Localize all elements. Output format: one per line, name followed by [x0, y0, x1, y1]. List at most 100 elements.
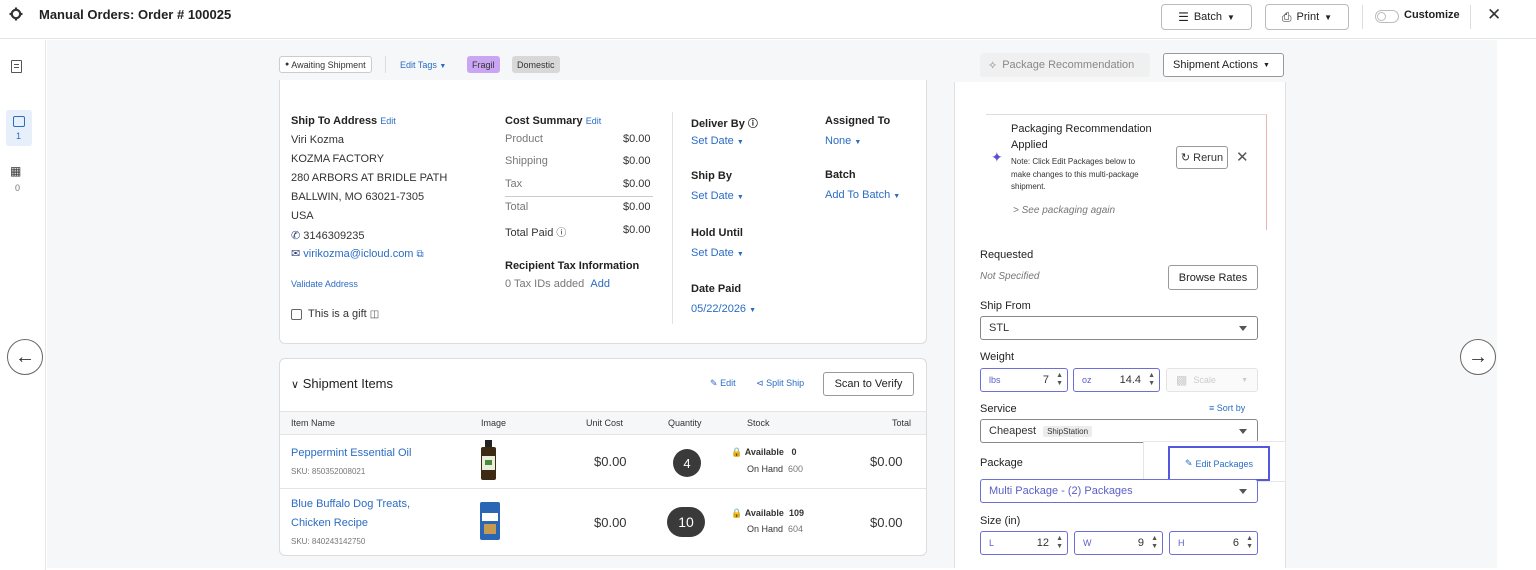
package-icon [13, 116, 25, 127]
see-packaging-again-link[interactable]: > See packaging again [1013, 205, 1115, 216]
item-sku: SKU: 850352008021 [291, 467, 366, 476]
orders-count: 1 [16, 131, 22, 141]
service-label: Service [980, 403, 1017, 415]
assigned-to-select[interactable]: None ▼ [825, 135, 861, 147]
batch-field-label: Batch [825, 169, 856, 181]
length-value: 12 [1036, 537, 1049, 549]
print-button[interactable]: ⎙ Print ▼ [1265, 4, 1349, 30]
item-sku: SKU: 840243142750 [291, 537, 366, 546]
add-to-batch-value: Add To Batch [825, 189, 891, 201]
item-name-line2[interactable]: Chicken Recipe [291, 517, 369, 529]
product-image-dog-treats [480, 502, 500, 540]
orders-nav-item[interactable]: 1 [6, 110, 32, 146]
gift-label: This is a gift [308, 308, 367, 320]
deliver-by-heading: Deliver By ⓘ [691, 115, 758, 130]
oz-label: oz [1082, 375, 1092, 385]
batch-icon[interactable]: ▦ [10, 164, 22, 178]
edit-icon: ✎ [1184, 458, 1193, 468]
cost-summary-title: Cost Summary [505, 115, 583, 127]
service-value: Cheapest [989, 425, 1037, 437]
split-ship-button[interactable]: ⊲ Split Ship [756, 378, 804, 389]
package-select[interactable]: Multi Package - (2) Packages [980, 479, 1258, 503]
rerun-button[interactable]: ↻ Rerun [1176, 146, 1228, 169]
date-paid-value: 05/22/2026 [691, 303, 747, 315]
date-paid-select[interactable]: 05/22/2026 ▼ [691, 303, 756, 315]
gift-checkbox[interactable] [291, 309, 302, 320]
service-select[interactable]: Cheapest ShipStation [980, 419, 1258, 443]
ship-from-select[interactable]: STL [980, 316, 1258, 340]
stepper-icon[interactable]: ▲ ▼ [1246, 535, 1253, 550]
sort-by-button[interactable]: ≡ Sort by [1209, 403, 1245, 413]
stepper-icon[interactable]: ▲ ▼ [1151, 535, 1158, 550]
size-height-input[interactable]: H 6 ▲ ▼ [1169, 531, 1258, 555]
validate-address-link[interactable]: Validate Address [291, 279, 358, 289]
chevron-down-icon: ▼ [1241, 376, 1248, 384]
chevron-down-icon: ▼ [893, 193, 901, 200]
shipment-actions-button[interactable]: Shipment Actions ▼ [1163, 53, 1284, 77]
edit-packages-button[interactable]: ✎ Edit Packages [1168, 446, 1270, 481]
weight-lbs-input[interactable]: lbs 7 ▲ ▼ [980, 368, 1068, 392]
browse-rates-button[interactable]: Browse Rates [1168, 265, 1258, 290]
edit-tags-button[interactable]: Edit Tags ▼ [400, 60, 446, 70]
next-order-button[interactable]: → [1460, 339, 1496, 375]
divider [505, 196, 653, 197]
batch-count: 0 [15, 183, 21, 193]
size-width-input[interactable]: W 9 ▲ ▼ [1074, 531, 1163, 555]
assigned-to-label: Assigned To [825, 115, 891, 127]
ship-to-city: BALLWIN, MO 63021-7305 [291, 191, 425, 203]
deliver-by-select[interactable]: Set Date ▼ [691, 135, 744, 147]
ship-to-phone-row: ✆ 3146309235 [291, 229, 364, 242]
scale-button[interactable]: ▩ Scale ▼ [1166, 368, 1258, 392]
assigned-to-value: None [825, 135, 852, 147]
on-hand-label: On Hand [747, 464, 784, 474]
gear-icon [9, 7, 23, 21]
table-header [280, 411, 926, 435]
chevron-right-icon: > [1013, 205, 1019, 216]
ship-to-edit-link[interactable]: Edit [380, 116, 396, 126]
tax-add-link[interactable]: Add [590, 278, 610, 290]
stepper-icon[interactable]: ▲ ▼ [1056, 372, 1063, 387]
copy-icon[interactable]: ⧉ [416, 249, 424, 260]
item-name-link[interactable]: Blue Buffalo Dog Treats, [291, 498, 411, 510]
stepper-icon[interactable]: ▲ ▼ [1148, 372, 1155, 387]
chevron-down-icon [1239, 429, 1247, 434]
item-unit-cost: $0.00 [594, 454, 627, 469]
ship-to-company: KOZMA FACTORY [291, 153, 385, 165]
gift-icon: ◫ [369, 309, 380, 320]
scan-to-verify-button[interactable]: Scan to Verify [823, 372, 914, 396]
item-on-hand-row: On Hand 604 [747, 524, 803, 534]
close-icon[interactable]: ✕ [1487, 5, 1502, 24]
item-quantity-badge: 10 [667, 507, 705, 537]
cost-summary-edit-link[interactable]: Edit [585, 116, 602, 126]
batch-button[interactable]: ☰ Batch ▼ [1161, 4, 1252, 30]
tax-info-heading: Recipient Tax Information [505, 260, 640, 272]
weight-oz-input[interactable]: oz 14.4 ▲ ▼ [1073, 368, 1160, 392]
hold-until-value: Set Date [691, 247, 734, 259]
dot-icon: ● [285, 61, 290, 68]
rec-title-1: Packaging Recommendation [1011, 123, 1152, 135]
package-recommendation-button[interactable]: ✧ Package Recommendation [980, 53, 1150, 77]
customize-toggle[interactable] [1375, 10, 1399, 23]
prev-order-button[interactable]: ← [7, 339, 43, 375]
shipment-items-toggle[interactable]: ∨ Shipment Items [291, 376, 393, 391]
add-to-batch-select[interactable]: Add To Batch ▼ [825, 189, 900, 201]
top-bar: Manual Orders: Order # 100025 ☰ Batch ▼ … [0, 0, 1536, 39]
ship-to-street: 280 ARBORS AT BRIDLE PATH [291, 172, 448, 184]
stepper-icon[interactable]: ▲ ▼ [1056, 535, 1063, 550]
close-icon[interactable]: ✕ [1236, 149, 1249, 166]
height-value: 6 [1232, 537, 1239, 549]
width-value: 9 [1137, 537, 1144, 549]
sort-by-label: Sort by [1216, 403, 1246, 413]
item-name-link[interactable]: Peppermint Essential Oil [291, 447, 412, 459]
available-label: Available [744, 447, 784, 457]
ship-by-select[interactable]: Set Date ▼ [691, 190, 744, 202]
ship-to-email[interactable]: virikozma@icloud.com [303, 248, 414, 260]
items-edit-button[interactable]: ✎ Edit [710, 378, 736, 389]
lock-icon: 🔒 [731, 508, 743, 518]
size-length-input[interactable]: L 12 ▲ ▼ [980, 531, 1068, 555]
rerun-label: Rerun [1193, 151, 1224, 164]
hold-until-select[interactable]: Set Date ▼ [691, 247, 744, 259]
document-icon[interactable] [11, 60, 22, 73]
ship-to-country: USA [291, 210, 314, 222]
length-label: L [989, 538, 995, 548]
